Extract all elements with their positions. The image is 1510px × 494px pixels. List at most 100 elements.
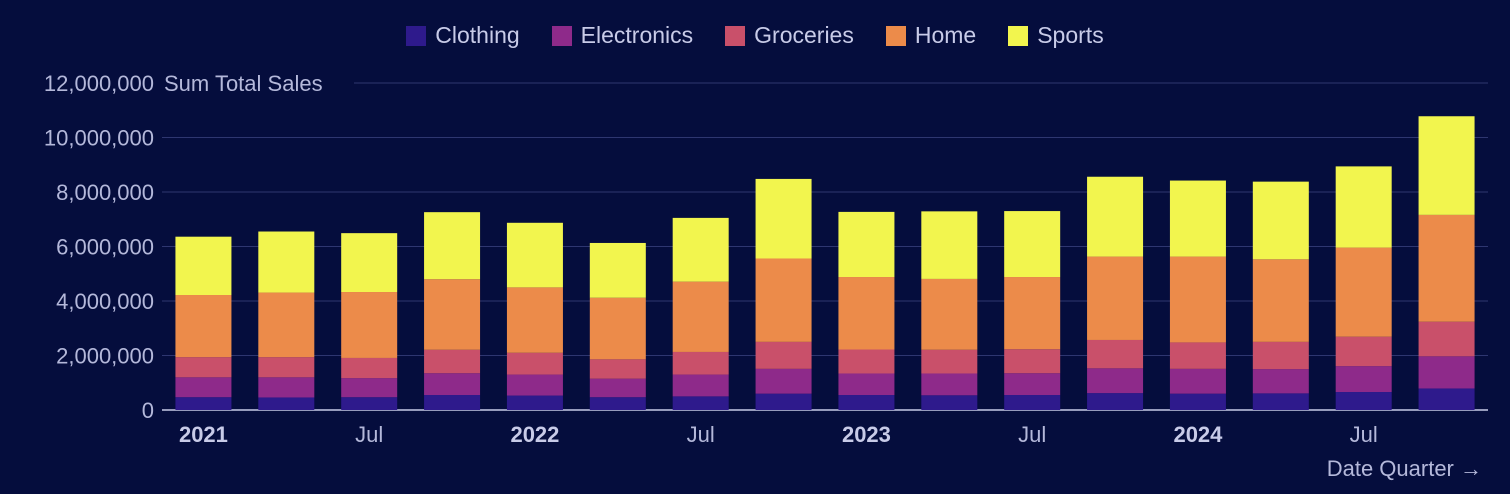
bar-segment-clothing[interactable] <box>1169 393 1226 410</box>
bar-segment-home[interactable] <box>1087 256 1144 340</box>
bar-segment-clothing[interactable] <box>1335 392 1392 410</box>
bar-segment-groceries[interactable] <box>755 341 812 369</box>
bar-segment-electronics[interactable] <box>755 368 812 394</box>
bar-segment-electronics[interactable] <box>1252 369 1309 394</box>
bar-stack[interactable] <box>341 233 398 410</box>
bar-stack[interactable] <box>1418 116 1475 410</box>
bar-segment-electronics[interactable] <box>258 377 315 398</box>
bar-stack[interactable] <box>921 211 978 410</box>
bar-stack[interactable] <box>424 212 481 410</box>
bar-segment-home[interactable] <box>424 279 481 350</box>
bar-segment-groceries[interactable] <box>506 352 563 375</box>
bar-stack[interactable] <box>1004 211 1061 410</box>
bar-segment-sports[interactable] <box>175 236 232 296</box>
bar-segment-home[interactable] <box>589 297 646 360</box>
bar-segment-groceries[interactable] <box>838 349 895 374</box>
bar-segment-groceries[interactable] <box>175 357 232 378</box>
bar-segment-clothing[interactable] <box>506 395 563 410</box>
bar-segment-home[interactable] <box>672 281 729 352</box>
bar-segment-groceries[interactable] <box>1252 341 1309 370</box>
bar-segment-sports[interactable] <box>1335 166 1392 248</box>
bar-segment-clothing[interactable] <box>589 397 646 410</box>
bar-stack[interactable] <box>672 217 729 410</box>
bar-segment-electronics[interactable] <box>506 374 563 396</box>
bar-segment-clothing[interactable] <box>1252 393 1309 410</box>
bar-segment-groceries[interactable] <box>672 351 729 375</box>
bar-segment-electronics[interactable] <box>424 373 481 396</box>
legend-item-clothing[interactable]: Clothing <box>406 22 520 49</box>
bar-segment-home[interactable] <box>258 292 315 358</box>
bar-segment-clothing[interactable] <box>1004 395 1061 410</box>
bar-segment-sports[interactable] <box>341 233 398 293</box>
bar-segment-groceries[interactable] <box>921 349 978 374</box>
bar-segment-clothing[interactable] <box>258 397 315 410</box>
bar-segment-sports[interactable] <box>424 212 481 280</box>
bar-segment-electronics[interactable] <box>175 377 232 398</box>
bar-segment-electronics[interactable] <box>1087 368 1144 394</box>
legend-item-groceries[interactable]: Groceries <box>725 22 854 49</box>
bar-stack[interactable] <box>1252 181 1309 410</box>
bar-segment-home[interactable] <box>921 278 978 350</box>
bar-stack[interactable] <box>589 242 646 410</box>
bar-segment-sports[interactable] <box>1087 176 1144 257</box>
bar-segment-clothing[interactable] <box>672 396 729 410</box>
bar-segment-home[interactable] <box>341 292 398 358</box>
bar-segment-groceries[interactable] <box>1335 336 1392 367</box>
bar-segment-home[interactable] <box>1335 247 1392 337</box>
bar-segment-sports[interactable] <box>1169 180 1226 257</box>
bar-segment-home[interactable] <box>175 295 232 358</box>
legend-item-electronics[interactable]: Electronics <box>551 22 693 49</box>
bar-segment-sports[interactable] <box>1004 211 1061 278</box>
bar-segment-sports[interactable] <box>921 211 978 279</box>
bar-segment-sports[interactable] <box>1418 116 1475 215</box>
bar-segment-clothing[interactable] <box>341 397 398 410</box>
bar-segment-home[interactable] <box>1004 277 1061 350</box>
bar-segment-home[interactable] <box>506 287 563 353</box>
bar-segment-groceries[interactable] <box>1004 349 1061 374</box>
bar-segment-sports[interactable] <box>506 222 563 288</box>
bar-segment-groceries[interactable] <box>341 357 398 379</box>
bar-segment-groceries[interactable] <box>258 357 315 378</box>
bar-segment-home[interactable] <box>1252 259 1309 342</box>
bar-segment-groceries[interactable] <box>424 349 481 374</box>
bar-segment-sports[interactable] <box>258 231 315 293</box>
bar-segment-electronics[interactable] <box>672 374 729 397</box>
bar-segment-sports[interactable] <box>755 178 812 259</box>
bar-stack[interactable] <box>838 211 895 410</box>
bar-stack[interactable] <box>258 231 315 410</box>
bar-segment-clothing[interactable] <box>1087 393 1144 410</box>
bar-segment-electronics[interactable] <box>589 378 646 398</box>
bar-stack[interactable] <box>1335 166 1392 410</box>
bar-segment-clothing[interactable] <box>175 397 232 410</box>
bar-segment-sports[interactable] <box>838 211 895 278</box>
bar-segment-home[interactable] <box>755 258 812 342</box>
legend-item-sports[interactable]: Sports <box>1008 22 1104 49</box>
bar-stack[interactable] <box>506 222 563 410</box>
bar-stack[interactable] <box>1169 180 1226 410</box>
bar-segment-clothing[interactable] <box>838 395 895 410</box>
bar-segment-electronics[interactable] <box>1004 373 1061 396</box>
bar-segment-home[interactable] <box>838 277 895 350</box>
bar-segment-home[interactable] <box>1418 214 1475 322</box>
bar-stack[interactable] <box>1087 176 1144 410</box>
bar-segment-clothing[interactable] <box>921 395 978 410</box>
bar-stack[interactable] <box>175 236 232 410</box>
bar-segment-sports[interactable] <box>672 217 729 282</box>
bar-segment-clothing[interactable] <box>1418 388 1475 410</box>
bar-segment-groceries[interactable] <box>1087 339 1144 369</box>
bar-segment-home[interactable] <box>1169 256 1226 343</box>
bar-segment-electronics[interactable] <box>921 373 978 396</box>
legend-item-home[interactable]: Home <box>885 22 976 49</box>
bar-segment-clothing[interactable] <box>424 395 481 410</box>
bar-segment-sports[interactable] <box>589 242 646 298</box>
x-axis-title[interactable]: Date Quarter → <box>1326 456 1482 481</box>
bar-segment-groceries[interactable] <box>589 359 646 379</box>
bar-segment-sports[interactable] <box>1252 181 1309 260</box>
bar-stack[interactable] <box>755 178 812 410</box>
bar-segment-groceries[interactable] <box>1169 342 1226 369</box>
bar-segment-electronics[interactable] <box>1335 366 1392 393</box>
bar-segment-clothing[interactable] <box>755 393 812 410</box>
bar-segment-electronics[interactable] <box>838 373 895 396</box>
bar-segment-electronics[interactable] <box>341 378 398 398</box>
bar-segment-electronics[interactable] <box>1169 368 1226 394</box>
